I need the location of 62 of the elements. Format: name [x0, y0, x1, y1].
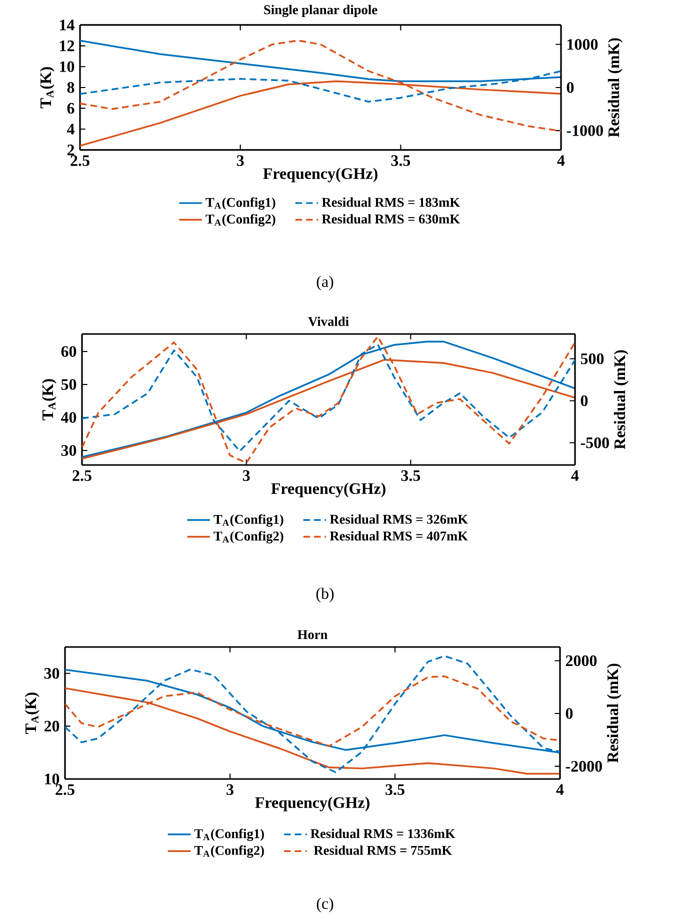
y-tick-label: 2	[67, 144, 74, 156]
y2-tick-label: 0	[566, 708, 573, 719]
y2-tick-label: 0	[580, 395, 588, 406]
chart-title: Single planar dipole	[264, 4, 378, 18]
x-tick-label: 4	[557, 155, 565, 166]
y-tick-label: 6	[67, 102, 74, 114]
legend-label: T$_{A}$(Config2)	[206, 214, 276, 226]
y2-tick-label: 0	[566, 82, 574, 93]
legend-label: Residual RMS = 183mK	[322, 197, 460, 207]
y2-axis-title: Residual (mK)	[614, 350, 628, 450]
x-tick-label: 2.5	[72, 470, 92, 482]
y-tick-label: 14	[60, 20, 74, 30]
y-tick-label: 8	[67, 82, 74, 93]
x-tick-label: 3	[242, 470, 250, 481]
y-tick-label: 40	[60, 412, 76, 423]
x-tick-label: 3	[226, 784, 234, 795]
y-axis-title: T$_{A}$(K)	[24, 692, 40, 734]
legend-label: T$_{A}$(Config1)	[206, 197, 276, 210]
x-tick-label: 4	[556, 784, 564, 795]
y-tick-label: 30	[44, 668, 60, 679]
legend-label: T$_{A}$(Config2)	[194, 845, 264, 858]
x-tick-label: 3.5	[391, 155, 410, 166]
x-axis-title: Frequency(GHz)	[263, 168, 378, 182]
chart-title: Vivaldi	[308, 316, 349, 326]
legend-label: Residual RMS = 1336mK	[310, 828, 456, 838]
y-axis-title: T$_{A}$(K)	[42, 379, 56, 420]
y-tick-label: 12	[60, 40, 74, 52]
legend-label: Residual RMS = 755mK	[314, 845, 452, 855]
legend-label: T$_{A}$(Config1)	[194, 828, 264, 842]
text: (b)	[316, 588, 334, 602]
y2-tick-label: 1000	[568, 38, 598, 50]
x-tick-label: 4	[571, 470, 579, 481]
legend-label: T$_{A}$(Config2)	[214, 531, 284, 544]
y-tick-label: 60	[61, 346, 76, 357]
text: (c)	[316, 898, 334, 912]
x-tick-label: 3.5	[386, 784, 404, 796]
y-tick-label: 10	[45, 774, 60, 784]
y-tick-label: 50	[61, 379, 76, 390]
y2-axis-title: Residual (mK)	[608, 38, 622, 138]
text: (a)	[316, 276, 334, 290]
legend-label: Residual RMS = 630mK	[322, 214, 460, 224]
y2-axis-title: Residual (mK)	[606, 664, 622, 763]
y2-tick-label: -2000	[566, 760, 602, 772]
y-tick-label: 10	[60, 61, 74, 72]
x-tick-label: 2.5	[70, 155, 90, 166]
legend-label: Residual RMS = 407mK	[330, 531, 468, 541]
x-axis-title: Frequency(GHz)	[271, 482, 386, 498]
chart-title: Horn	[298, 630, 328, 640]
y-tick-label: 4	[66, 124, 74, 134]
x-tick-label: 3.5	[401, 470, 420, 482]
y2-tick-label: -500	[580, 437, 609, 448]
y2-tick-label: 500	[580, 353, 604, 364]
legend-label: Residual RMS = 326mK	[330, 514, 468, 524]
x-tick-label: 3	[236, 155, 244, 166]
y-tick-label: 20	[44, 720, 60, 732]
y-axis-title: T$_{A}$(K)	[40, 67, 54, 108]
y2-tick-label: 2000	[566, 655, 597, 666]
y2-tick-label: -1000	[566, 125, 603, 136]
y-tick-label: 30	[61, 445, 76, 456]
legend-label: T$_{A}$(Config1)	[214, 514, 284, 527]
x-axis-title: Frequency(GHz)	[255, 796, 370, 812]
x-tick-label: 2.5	[56, 784, 74, 796]
